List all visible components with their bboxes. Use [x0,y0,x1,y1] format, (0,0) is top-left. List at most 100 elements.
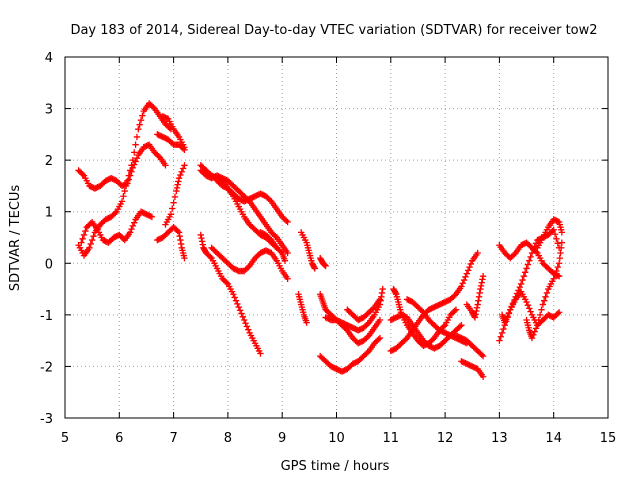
data-point-marker [376,316,384,324]
data-point-marker [478,351,485,359]
data-point-marker [126,229,134,236]
data-point-marker [558,239,566,246]
data-point-marker [132,141,139,148]
data-point-marker [87,240,94,248]
data-point-marker [82,227,89,235]
data-point-marker [526,305,533,312]
data-point-marker [475,297,482,304]
data-point-marker [78,239,85,246]
data-point-marker [177,171,184,179]
data-point-marker [379,285,386,293]
data-point-marker [181,254,188,262]
data-point-marker [555,272,563,280]
data-point-marker [456,323,464,330]
x-tick-labels: 5 6 7 8 9 10 11 12 13 14 15 [61,431,616,446]
data-point-marker [523,265,530,272]
data-point-marker [477,285,484,293]
y-tick-labels: -3 -2 -1 0 1 2 3 4 [40,51,53,427]
x-tick-label: 5 [61,431,69,446]
data-point-marker [238,310,245,317]
series-arc-7 [159,113,188,151]
data-point-marker [553,267,560,275]
data-point-marker [240,316,248,324]
data-point-marker [523,298,530,306]
data-point-marker [88,236,96,244]
data-point-marker [79,171,86,178]
data-point-marker [322,262,329,270]
data-point-marker [555,260,563,267]
data-point-marker [272,233,279,240]
x-tick-label: 6 [115,431,123,446]
data-point-marker [235,303,242,311]
data-point-marker [534,321,541,329]
series-arc-2 [75,100,175,259]
data-point-marker [473,304,481,311]
data-point-marker [133,155,141,162]
x-tick-label: 8 [224,431,232,446]
data-point-marker [257,350,264,357]
data-point-marker [173,187,180,195]
data-point-marker [504,312,511,320]
data-point-marker [477,282,485,290]
data-point-marker [376,334,384,342]
data-point-marker [474,301,481,308]
data-point-marker [554,263,561,271]
data-point-marker [474,249,481,257]
data-point-marker [118,198,126,205]
data-point-marker [169,205,176,212]
series-arc-13 [257,229,289,264]
x-axis-label: GPS time / hours [281,459,390,474]
data-point-marker [532,248,540,255]
data-point-marker [177,236,184,244]
data-point-marker [129,222,137,230]
data-point-marker [80,231,88,239]
data-point-marker [463,270,471,277]
data-point-marker [479,276,486,283]
y-tick-label: 4 [45,51,53,66]
data-point-marker [139,112,146,119]
series-arc-18 [317,334,384,375]
series-arc-29 [496,239,563,280]
data-point-marker [364,349,371,356]
data-point-marker [125,172,133,179]
data-point-marker [458,321,465,329]
data-point-marker [112,209,119,217]
y-tick-label: 0 [45,257,53,272]
data-point-marker [550,226,557,233]
series-arc-27 [463,272,487,321]
series-arc-6 [154,223,188,262]
data-point-marker [451,307,458,315]
data-point-marker [528,334,536,342]
data-point-marker [284,218,291,226]
data-point-marker [150,104,157,111]
data-point-marker [90,233,97,240]
data-point-marker [478,279,485,286]
data-point-marker [554,310,561,317]
data-point-marker [536,311,544,319]
y-tick-label: -3 [40,412,53,427]
data-point-marker [86,244,93,252]
data-point-marker [464,267,472,274]
data-marks [75,100,566,380]
data-point-marker [176,233,183,240]
data-point-marker [121,187,128,195]
data-point-marker [236,307,244,314]
data-point-marker [502,316,510,323]
data-point-marker [131,219,138,226]
data-point-marker [542,293,549,301]
data-point-marker [479,352,487,360]
data-point-marker [245,263,252,271]
data-point-marker [429,336,437,343]
data-point-marker [451,292,458,299]
data-point-marker [462,273,469,281]
series-arc-15 [295,291,310,326]
x-tick-label: 14 [545,431,562,446]
data-point-marker [369,305,377,312]
series-arc-25 [452,332,487,360]
data-point-marker [133,133,141,141]
data-point-marker [175,229,183,236]
data-point-marker [496,337,503,344]
data-point-marker [535,316,542,324]
data-point-marker [178,168,185,175]
data-point-marker [181,144,188,151]
